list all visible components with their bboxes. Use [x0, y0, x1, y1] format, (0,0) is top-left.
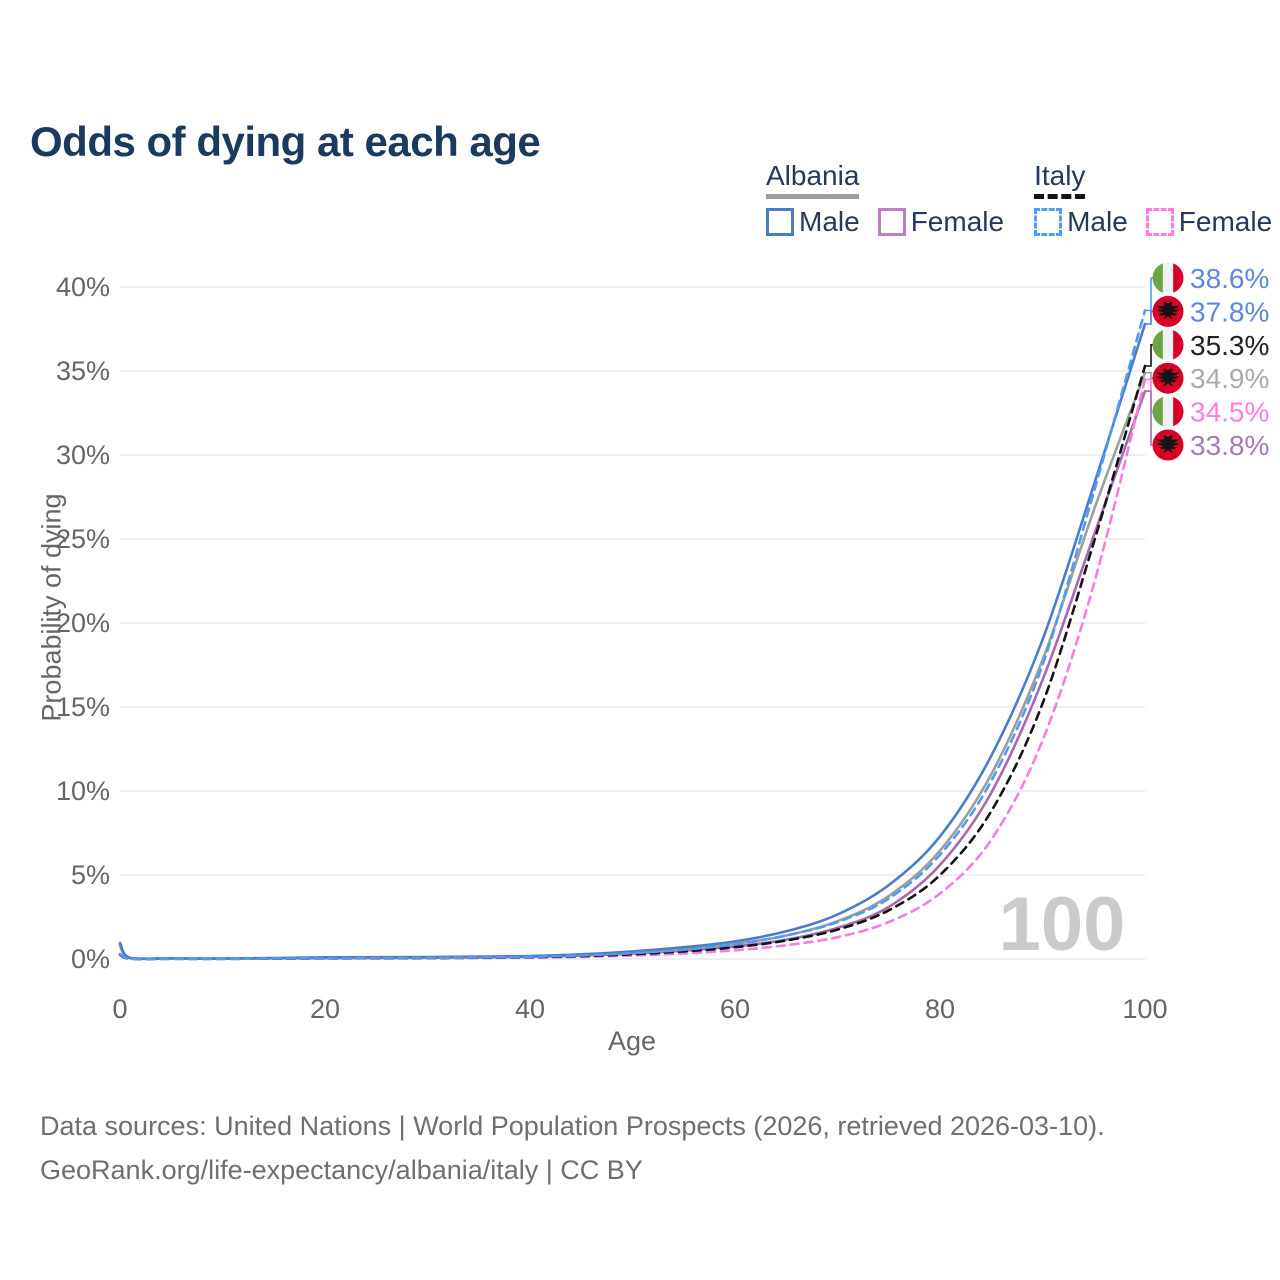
- albania-female-swatch-icon: [877, 208, 906, 236]
- legend-group-italy: Italy Male Female: [1034, 160, 1272, 238]
- albania-male-swatch-icon: [766, 208, 794, 236]
- end-value-label-italy-male: 38.6%: [1190, 263, 1269, 294]
- footer: Data sources: United Nations | World Pop…: [40, 1104, 1105, 1192]
- footer-attribution: GeoRank.org/life-expectancy/albania/ital…: [40, 1155, 643, 1185]
- x-tick-label: 100: [1122, 994, 1167, 1024]
- y-tick-label: 40%: [56, 272, 110, 302]
- legend-country-italy[interactable]: Italy: [1034, 160, 1086, 199]
- series-line-italy-female[interactable]: [118, 378, 1147, 961]
- legend-row-italy: Male Female: [1034, 206, 1272, 238]
- page-title: Odds of dying at each age: [30, 118, 541, 166]
- series-line-albania-male[interactable]: [118, 322, 1147, 961]
- legend-label-albania-male: Male: [799, 206, 860, 237]
- x-axis-label: Age: [607, 1026, 657, 1056]
- x-tick-label: 80: [925, 994, 955, 1024]
- legend-group-albania: Albania Male Female: [766, 160, 1004, 238]
- legend: Albania Male Female Italy Male: [766, 160, 1272, 238]
- y-tick-label: 25%: [56, 524, 110, 554]
- x-tick-label: 40: [515, 994, 545, 1024]
- end-value-label-albania-male: 37.8%: [1190, 296, 1269, 327]
- series-line-italy-male[interactable]: [118, 309, 1147, 961]
- end-value-label-italy-female: 34.5%: [1190, 397, 1269, 428]
- y-tick-label: 0%: [71, 944, 110, 974]
- y-tick-label: 20%: [56, 608, 110, 638]
- legend-label-italy-female: Female: [1178, 206, 1273, 237]
- age-watermark: 100: [999, 882, 1126, 967]
- legend-country-albania[interactable]: Albania: [766, 160, 860, 199]
- albania-eagle-icon: [1156, 435, 1180, 453]
- y-tick-label: 15%: [56, 692, 110, 722]
- italy-flag-icon: [1152, 396, 1184, 428]
- end-value-label-albania-female: 33.8%: [1190, 430, 1269, 461]
- x-tick-label: 60: [720, 994, 750, 1024]
- y-axis-label: Probability of dying: [36, 493, 67, 722]
- y-tick-label: 30%: [56, 440, 110, 470]
- legend-label-albania-female: Female: [910, 206, 1005, 237]
- italy-flag-icon: [1152, 262, 1184, 294]
- x-tick-label: 0: [112, 994, 127, 1024]
- italy-male-swatch-icon: [1034, 208, 1063, 236]
- legend-item-albania-female[interactable]: Female: [877, 206, 1005, 238]
- series-line-albania-both[interactable]: [118, 371, 1147, 961]
- legend-label-italy-male: Male: [1067, 206, 1128, 237]
- y-tick-label: 35%: [56, 356, 110, 386]
- legend-item-italy-male[interactable]: Male: [1034, 206, 1128, 238]
- x-tick-label: 20: [310, 994, 340, 1024]
- series-line-albania-female[interactable]: [118, 389, 1147, 961]
- y-tick-label: 5%: [71, 860, 110, 890]
- italy-flag-icon: [1152, 329, 1184, 361]
- legend-row-albania: Male Female: [766, 206, 1004, 238]
- albania-eagle-icon: [1156, 368, 1180, 386]
- y-tick-label: 10%: [56, 776, 110, 806]
- end-value-label-italy-both: 35.3%: [1190, 330, 1269, 361]
- footer-data-sources: Data sources: United Nations | World Pop…: [40, 1111, 1105, 1141]
- legend-item-italy-female[interactable]: Female: [1145, 206, 1273, 238]
- albania-eagle-icon: [1156, 301, 1180, 319]
- italy-female-swatch-icon: [1145, 208, 1174, 236]
- legend-item-albania-male[interactable]: Male: [766, 206, 860, 238]
- end-value-label-albania-both: 34.9%: [1190, 363, 1269, 394]
